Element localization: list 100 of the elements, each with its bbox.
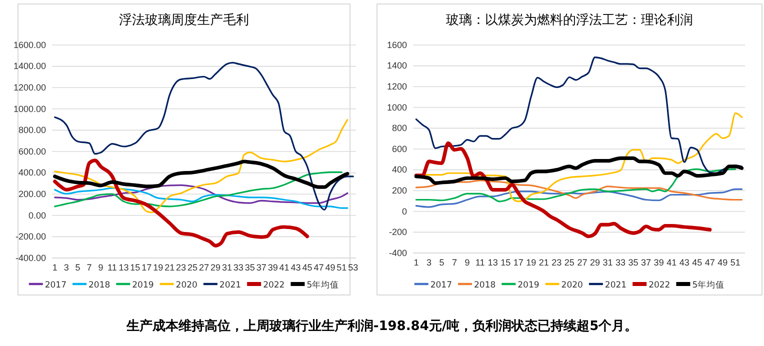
x-tick-label: 25 — [188, 262, 198, 272]
x-tick-label: 51 — [730, 257, 740, 268]
x-tick-label: 27 — [198, 262, 210, 272]
x-tick-label: 49 — [718, 257, 728, 268]
legend-label: 2020 — [176, 280, 198, 290]
y-tick-label: 400 — [392, 164, 407, 175]
x-tick-label: 9 — [464, 257, 470, 268]
line-series — [53, 160, 350, 189]
y-tick-label: 1000.00 — [13, 104, 46, 114]
x-tick-label: 7 — [452, 257, 458, 268]
y-tick-label: 1400 — [386, 60, 407, 71]
x-tick-label: 3 — [64, 262, 69, 272]
x-tick-label: 37 — [256, 262, 266, 272]
x-tick-label: 53 — [348, 262, 358, 272]
chart-title: 玻璃：以煤炭为燃料的浮法工艺：理论利润 — [446, 13, 693, 28]
legend-label: 2018 — [88, 280, 110, 290]
x-tick-label: 37 — [641, 257, 652, 268]
x-tick-label: 43 — [679, 257, 690, 268]
y-tick-label: 600.00 — [18, 146, 46, 156]
line-series — [415, 56, 743, 174]
line-series — [415, 168, 736, 202]
legend-label: 5年均值 — [306, 280, 340, 290]
x-tick-label: 45 — [302, 262, 312, 272]
legend-label: 2018 — [474, 280, 496, 290]
x-tick-label: 45 — [692, 257, 702, 268]
line-series — [414, 156, 744, 185]
x-tick-label: 23 — [552, 257, 562, 268]
y-tick-label: 0 — [402, 206, 407, 216]
y-tick-label: 800.00 — [18, 125, 46, 136]
x-tick-label: 19 — [153, 262, 164, 272]
x-tick-label: 13 — [118, 262, 129, 272]
y-tick-label: 400.00 — [18, 168, 46, 178]
x-tick-label: 15 — [500, 257, 511, 268]
y-tick-label: 1600.00 — [13, 40, 46, 50]
x-tick-label: 43 — [290, 262, 301, 272]
x-tick-label: 41 — [279, 262, 290, 272]
x-tick-label: 29 — [210, 262, 220, 272]
x-tick-label: 3 — [426, 257, 432, 268]
line-series — [54, 184, 348, 204]
x-tick-label: 23 — [176, 262, 186, 272]
x-tick-label: 31 — [602, 257, 613, 268]
y-tick-label: 1200 — [386, 81, 407, 92]
text: 生产成本维持高位，上周玻璃行业生产利润-198.84元/吨，负利润状态已持续超5个月。 — [125, 318, 638, 334]
x-tick-label: 47 — [314, 262, 324, 272]
y-tick-label: -400.00 — [15, 252, 46, 263]
y-tick-label: -400 — [388, 248, 407, 258]
line-series — [415, 188, 743, 208]
legend-label: 2022 — [263, 280, 285, 290]
x-tick-label: 15 — [130, 262, 140, 272]
y-tick-label: 1400.00 — [13, 61, 46, 72]
x-tick-label: 33 — [233, 262, 244, 272]
x-tick-label: 5 — [439, 257, 444, 268]
x-tick-label: 27 — [577, 257, 588, 268]
legend-label: 2019 — [518, 280, 540, 290]
line-series — [414, 141, 712, 238]
y-tick-label: -200 — [388, 227, 407, 238]
line-series — [54, 62, 354, 211]
legend-label: 2020 — [561, 280, 583, 290]
y-tick-label: 600 — [392, 144, 407, 154]
x-tick-label: 1 — [414, 257, 419, 268]
x-tick-label: 7 — [86, 262, 92, 272]
y-tick-label: 800 — [392, 123, 407, 134]
y-tick-label: 200.00 — [18, 188, 46, 199]
x-tick-label: 17 — [142, 262, 152, 272]
x-tick-label: 25 — [564, 257, 574, 268]
legend-label: 2021 — [219, 280, 242, 290]
x-tick-label: 9 — [98, 262, 104, 272]
x-tick-label: 35 — [244, 262, 255, 272]
y-tick-label: 1200.00 — [13, 82, 46, 92]
x-tick-label: 29 — [590, 257, 600, 268]
x-tick-label: 13 — [488, 257, 498, 268]
y-tick-label: 200 — [392, 185, 407, 196]
y-tick-label: 1600 — [386, 40, 407, 50]
x-tick-label: 1 — [52, 262, 58, 272]
line-series — [415, 180, 743, 201]
x-tick-label: 21 — [164, 262, 175, 272]
y-tick-label: 1000 — [386, 102, 407, 112]
line-series — [54, 171, 342, 208]
line-series — [54, 119, 348, 214]
x-tick-label: 41 — [666, 257, 677, 268]
x-tick-label: 5 — [75, 262, 80, 272]
x-tick-label: 49 — [325, 262, 336, 272]
x-tick-label: 51 — [336, 262, 347, 272]
x-tick-label: 39 — [268, 262, 278, 272]
x-tick-label: 21 — [538, 257, 549, 268]
x-tick-label: 39 — [654, 257, 664, 268]
x-tick-label: 19 — [526, 257, 536, 268]
x-tick-label: 35 — [628, 257, 638, 268]
x-tick-label: 11 — [475, 257, 485, 268]
legend-label: 2017 — [430, 280, 452, 290]
x-tick-label: 11 — [108, 262, 117, 272]
x-tick-label: 31 — [222, 262, 232, 272]
legend-label: 2017 — [44, 280, 67, 290]
x-tick-label: 33 — [615, 257, 626, 268]
y-tick-label: -200.00 — [15, 232, 46, 242]
legend-label: 2021 — [604, 280, 627, 290]
legend-label: 2022 — [648, 280, 670, 290]
chart-title: 浮法玻璃周度生产毛利 — [119, 12, 249, 28]
line-series — [53, 158, 310, 248]
line-series — [54, 187, 348, 209]
